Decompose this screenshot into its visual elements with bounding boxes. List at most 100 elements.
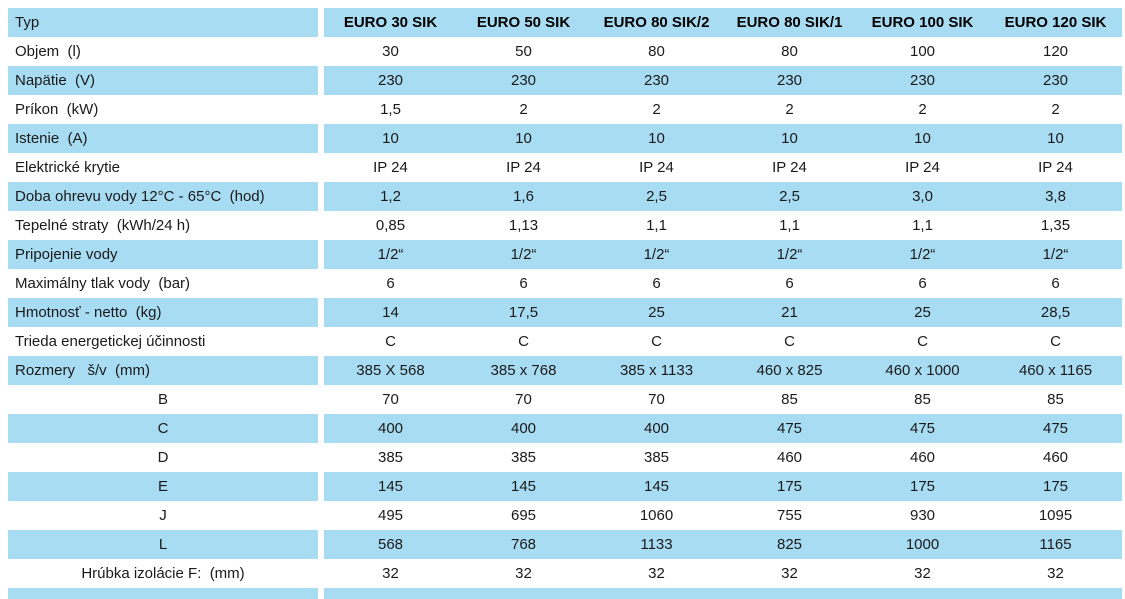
value-cell: 10 [457,124,590,153]
column-header: EURO 120 SIK [989,8,1122,37]
column-gap [318,37,324,66]
column-gap [318,66,324,95]
row-label: L [8,530,318,559]
value-cell: 475 [723,414,856,443]
row-label: Tepelné straty (kWh/24 h) [8,211,318,240]
value-cell: 460 [989,443,1122,472]
column-gap [318,95,324,124]
value-cell: 3,8 [989,182,1122,211]
value-cell: C [457,327,590,356]
table-row: Maximálny tlak vody (bar) 6 6 6 6 6 6 [8,269,1122,298]
value-cell: 1,13 [457,211,590,240]
value-cell: C [856,327,989,356]
value-cell: IP 24 [723,153,856,182]
value-cell: 6 [723,269,856,298]
value-cell: 3,0 [856,182,989,211]
row-label: Hmotnosť - netto (kg) [8,298,318,327]
column-header: EURO 80 SIK/2 [590,8,723,37]
column-gap [318,356,324,385]
table-row: B 70 70 70 85 85 85 [8,385,1122,414]
value-cell: 1/2“ [856,240,989,269]
value-cell: 460 x 1000 [856,356,989,385]
value-cell: 695 [457,501,590,530]
column-header: EURO 30 SIK [324,8,457,37]
value-cell: C [989,327,1122,356]
value-cell: 568 [324,530,457,559]
value-cell: 32 [723,559,856,588]
table-row: J 495 695 1060 755 930 1095 [8,501,1122,530]
value-cell: 21 [723,298,856,327]
value-cell: 6 [590,269,723,298]
value-cell: 32 [856,559,989,588]
value-cell: 1133 [590,530,723,559]
row-label: Objem (l) [8,37,318,66]
column-gap [318,298,324,327]
table-row: Elektrické krytie IP 24 IP 24 IP 24 IP 2… [8,153,1122,182]
column-header: EURO 80 SIK/1 [723,8,856,37]
value-cell: 25 [590,298,723,327]
value-cell: 230 [856,66,989,95]
value-cell: 175 [723,472,856,501]
value-cell: 1,1 [590,211,723,240]
value-cell: IP 24 [457,153,590,182]
column-gap [318,501,324,530]
row-label: D [8,443,318,472]
value-cell: 385 [590,443,723,472]
value-cell: 230 [723,66,856,95]
row-label: Istenie (A) [8,124,318,153]
column-gap [318,182,324,211]
value-cell: 70 [590,385,723,414]
table-row: Napätie (V) 230 230 230 230 230 230 [8,66,1122,95]
column-gap [318,530,324,559]
column-gap [318,588,324,599]
column-gap [318,240,324,269]
table-row: Trieda energetickej účinnosti C C C C C … [8,327,1122,356]
row-label: Hrúbka izolácie F: (mm) [8,559,318,588]
value-cell: 230 [457,66,590,95]
value-cell: 230 [590,66,723,95]
value-cell: 385 X 568 [324,356,457,385]
value-cell: 400 [590,414,723,443]
value-cell: 175 [989,472,1122,501]
value-cell: IP 24 [856,153,989,182]
value-cell: C [590,327,723,356]
table-row: Pripojenie vody 1/2“ 1/2“ 1/2“ 1/2“ 1/2“… [8,240,1122,269]
row-label: Doba ohrevu vody 12°C - 65°C (hod) [8,182,318,211]
value-cell: 145 [324,472,457,501]
column-gap [318,414,324,443]
column-gap [318,124,324,153]
table-row: Hmotnosť - netto (kg) 14 17,5 25 21 25 2… [8,298,1122,327]
row-label: Pripojenie vody [8,240,318,269]
value-cell: 2,5 [590,182,723,211]
value-cell: 1,5 [324,95,457,124]
value-cell: 85 [989,385,1122,414]
value-cell: 1/2“ [723,240,856,269]
row-label: C [8,414,318,443]
value-cell: 755 [723,501,856,530]
table-row: Rozmery š/v (mm) 385 X 568 385 x 768 385… [8,356,1122,385]
row-label: B [8,385,318,414]
value-cell: 2,5 [723,182,856,211]
value-cell: 825 [723,530,856,559]
value-cell: 2 [723,95,856,124]
column-gap [318,211,324,240]
value-cell: 385 x 1133 [590,356,723,385]
table-row: Doba ohrevu vody 12°C - 65°C (hod) 1,2 1… [8,182,1122,211]
value-cell: 6 [457,269,590,298]
value-cell: 460 x 1165 [989,356,1122,385]
value-cell: 85 [856,385,989,414]
value-cell: 80 [590,37,723,66]
bottom-stripe [8,588,1122,599]
value-cell: 475 [856,414,989,443]
column-header: EURO 50 SIK [457,8,590,37]
table-row: Tepelné straty (kWh/24 h) 0,85 1,13 1,1 … [8,211,1122,240]
value-cell: 1,6 [457,182,590,211]
value-cell: 1/2“ [324,240,457,269]
spec-table: Typ EURO 30 SIK EURO 50 SIK EURO 80 SIK/… [8,8,1122,599]
value-cell: 475 [989,414,1122,443]
value-cell: 10 [723,124,856,153]
value-cell: 85 [723,385,856,414]
row-label: Trieda energetickej účinnosti [8,327,318,356]
value-cell: 400 [457,414,590,443]
header-row-label: Typ [8,8,318,37]
